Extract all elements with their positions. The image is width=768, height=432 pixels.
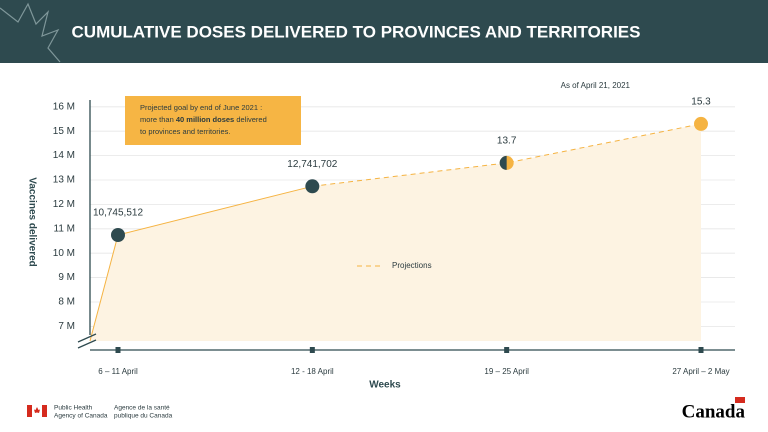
- point: [694, 116, 708, 131]
- data-label: 10,745,512: [93, 208, 143, 219]
- wordmark: Canada: [682, 401, 746, 422]
- annotation-bold: 40 million doses: [176, 115, 234, 124]
- y-tick-label: 9 M: [58, 272, 75, 283]
- y-tick-label: 16 M: [53, 101, 75, 112]
- x-tick-label: 27 April – 2 May: [672, 367, 729, 376]
- footer: Public Health Agency of Canada Agence de…: [27, 397, 745, 422]
- data-label: 15.3: [691, 97, 711, 108]
- y-tick-label: 11 M: [54, 223, 76, 234]
- point: [305, 179, 320, 194]
- y-axis-label: Vaccines delivered: [26, 177, 37, 267]
- as-of: As of April 21, 2021: [561, 81, 631, 90]
- footer-fr: publique du Canada: [114, 413, 173, 420]
- footer-en: Agency of Canada: [54, 413, 108, 420]
- header-band: [0, 0, 768, 63]
- annotation-line: to provinces and territories.: [140, 127, 230, 136]
- line-actual: [117, 185, 313, 236]
- point: [111, 227, 125, 242]
- x-tick-label: 12 - 18 April: [291, 367, 334, 376]
- y-tick-label: 10 M: [53, 248, 75, 259]
- footer-en: Public Health: [54, 405, 93, 412]
- axis-break: [77, 339, 97, 349]
- maple-outline: [0, 2, 61, 63]
- annotation-line: more than 40 million doses delivered: [140, 115, 267, 124]
- wordmark-flag: [735, 397, 745, 403]
- y-tick-label: 7 M: [58, 321, 75, 332]
- data-label: 13.7: [497, 136, 517, 147]
- x-tick-label: 19 – 25 April: [484, 367, 529, 376]
- area-fill: [90, 123, 701, 341]
- line-projection: [312, 123, 702, 187]
- point-half: [499, 155, 507, 170]
- y-tick-label: 15 M: [53, 126, 75, 137]
- annotation-text: delivered: [236, 115, 266, 124]
- maple-leaf: [34, 407, 40, 413]
- annotation-line: Projected goal by end of June 2021 :: [140, 103, 262, 112]
- y-tick-label: 14 M: [53, 150, 75, 161]
- annotation-box: [125, 96, 301, 145]
- plot: 10,745,512 12,741,702 13.7 15.3: [89, 97, 711, 342]
- y-tick-label: 8 M: [58, 297, 75, 308]
- footer-fr: Agence de la santé: [114, 405, 170, 412]
- header-title: CUMULATIVE DOSES DELIVERED TO PROVINCES …: [72, 22, 641, 41]
- data-label: 12,741,702: [287, 159, 337, 170]
- annotation-text: more than: [140, 115, 174, 124]
- y-tick-label: 12 M: [53, 199, 75, 210]
- x-axis-label: Weeks: [369, 380, 401, 391]
- lead-in: [89, 234, 119, 342]
- y-tick-label: 13 M: [53, 175, 75, 186]
- x-tick-label: 6 – 11 April: [98, 367, 138, 376]
- legend-label: Projections: [392, 261, 432, 270]
- axis-break: [77, 333, 97, 343]
- annotation: Projected goal by end of June 2021 : mor…: [125, 96, 301, 145]
